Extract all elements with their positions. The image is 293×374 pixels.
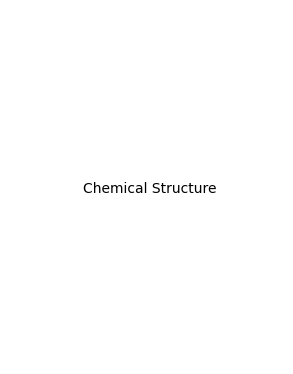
Text: Chemical Structure: Chemical Structure (84, 182, 217, 196)
